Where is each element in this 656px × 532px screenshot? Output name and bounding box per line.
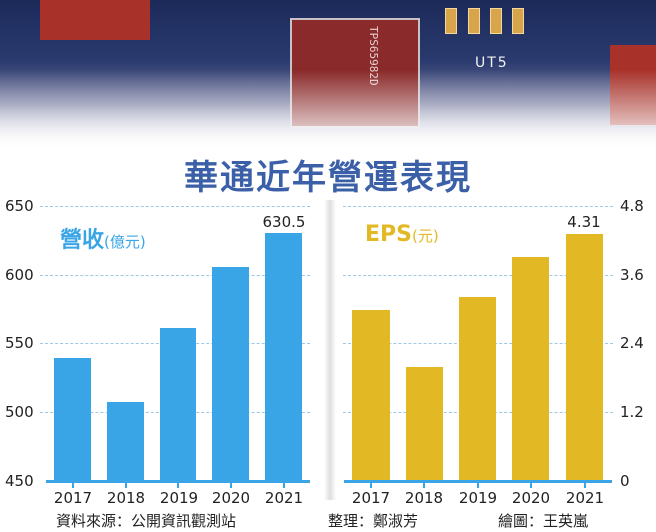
eps-value-label-2021: 4.31 <box>567 213 601 231</box>
y-tick-label: 3.6 <box>620 266 644 284</box>
y-tick-label: 550 <box>5 334 34 352</box>
illustrator-credit: 繪圖：王英嵐 <box>498 512 589 530</box>
hero-circuit-board-image: TPS65982D UT5 <box>0 0 656 150</box>
y-tick-label: 1.2 <box>620 403 644 421</box>
eps-x-axis <box>344 480 612 483</box>
y-tick-label: 600 <box>5 266 34 284</box>
x-label: 2020 <box>511 489 551 507</box>
eps-title-text: EPS <box>365 222 412 247</box>
y-tick-label: 500 <box>5 403 34 421</box>
x-tick <box>477 482 479 488</box>
revenue-title-text: 營收 <box>60 228 105 253</box>
revenue-bar-2019 <box>160 328 196 481</box>
x-label: 2017 <box>53 489 93 507</box>
revenue-value-label-2021: 630.5 <box>262 213 306 231</box>
eps-bar-2017 <box>352 310 390 481</box>
x-tick <box>283 482 285 488</box>
gridline <box>343 275 613 276</box>
gridline <box>40 275 310 276</box>
revenue-series-title: 營收(億元) <box>60 222 146 254</box>
revenue-bar-2021 <box>265 233 302 481</box>
x-label: 2019 <box>159 489 199 507</box>
hero-capacitor <box>512 8 524 34</box>
x-tick <box>584 482 586 488</box>
x-label: 2019 <box>458 489 498 507</box>
x-tick <box>370 482 372 488</box>
gridline <box>40 206 310 207</box>
x-tick <box>72 482 74 488</box>
revenue-bar-2017 <box>54 358 91 481</box>
y-tick-label: 4.8 <box>620 197 644 215</box>
revenue-x-axis <box>46 480 310 483</box>
x-label: 2018 <box>106 489 146 507</box>
x-label: 2017 <box>351 489 391 507</box>
x-tick <box>125 482 127 488</box>
eps-bar-2020 <box>512 257 549 481</box>
eps-unit-text: (元) <box>412 227 439 245</box>
x-tick <box>530 482 532 488</box>
hero-capacitor <box>445 8 457 34</box>
revenue-unit-text: (億元) <box>104 233 146 251</box>
x-label: 2021 <box>264 489 304 507</box>
y-tick-label: 2.4 <box>620 334 644 352</box>
revenue-bar-2018 <box>107 402 144 481</box>
x-tick <box>177 482 179 488</box>
revenue-bar-2020 <box>212 267 249 481</box>
hero-capacitor <box>490 8 502 34</box>
source-credit: 資料來源：公開資訊觀測站 <box>56 512 237 530</box>
eps-bar-2018 <box>406 367 443 481</box>
x-label: 2020 <box>211 489 251 507</box>
x-tick <box>230 482 232 488</box>
y-tick-label: 650 <box>5 197 34 215</box>
x-label: 2018 <box>404 489 444 507</box>
x-tick <box>423 482 425 488</box>
hero-label-ut5: UT5 <box>475 55 509 71</box>
x-label: 2021 <box>565 489 605 507</box>
eps-bar-2021 <box>566 234 603 481</box>
chart-divider <box>324 200 336 500</box>
page-title: 華通近年營運表現 <box>184 158 472 198</box>
eps-series-title: EPS(元) <box>365 222 439 247</box>
hero-fade <box>0 70 656 150</box>
hero-capacitor <box>468 8 480 34</box>
hero-chip-left <box>40 0 150 40</box>
gridline <box>343 206 613 207</box>
eps-bar-2019 <box>459 297 496 481</box>
y-tick-label: 0 <box>620 472 630 490</box>
editor-credit: 整理：鄭淑芳 <box>328 512 419 530</box>
y-tick-label: 450 <box>5 472 34 490</box>
